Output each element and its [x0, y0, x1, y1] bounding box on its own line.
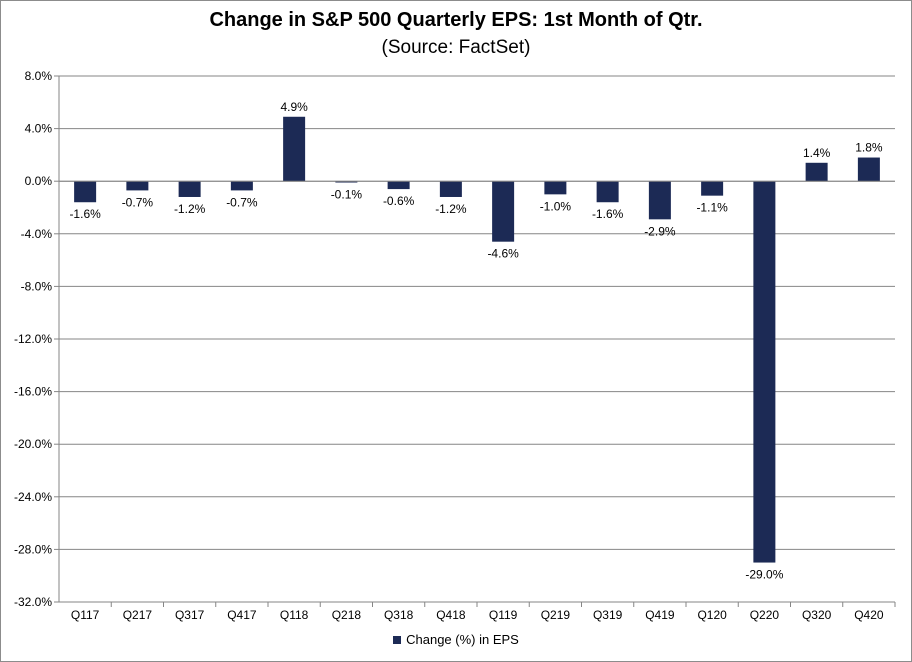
bar: [439, 181, 462, 197]
chart-subtitle: (Source: FactSet): [381, 37, 531, 58]
bar: [74, 181, 97, 203]
legend: Change (%) in EPS: [1, 632, 911, 647]
bar: [492, 181, 515, 242]
data-label: -1.1%: [696, 201, 728, 215]
y-tick-label: -20.0%: [14, 437, 52, 451]
y-tick-label: 8.0%: [25, 69, 53, 83]
data-label: -2.9%: [644, 224, 676, 238]
y-tick-label: -8.0%: [21, 279, 53, 293]
x-tick-label: Q120: [697, 608, 727, 622]
x-tick-label: Q117: [71, 608, 100, 622]
bar: [753, 181, 776, 563]
x-tick-label: Q218: [332, 608, 362, 622]
legend-swatch: [393, 635, 402, 644]
x-tick-label: Q417: [227, 608, 257, 622]
data-label: -0.7%: [122, 195, 154, 209]
bar: [335, 181, 358, 183]
legend-label: Change (%) in EPS: [406, 632, 519, 647]
data-label: -0.6%: [383, 194, 415, 208]
y-tick-label: -12.0%: [14, 332, 52, 346]
y-tick-label: -16.0%: [14, 385, 52, 399]
data-label: -1.6%: [69, 207, 101, 221]
x-tick-label: Q317: [175, 608, 205, 622]
chart-title: Change in S&P 500 Quarterly EPS: 1st Mon…: [209, 9, 703, 31]
y-tick-label: -28.0%: [14, 542, 52, 556]
y-tick-label: 4.0%: [25, 122, 53, 136]
data-label: -4.6%: [487, 247, 519, 261]
data-label: -0.7%: [226, 195, 258, 209]
x-tick-label: Q118: [280, 608, 309, 622]
y-tick-label: -32.0%: [14, 595, 52, 609]
bar: [596, 181, 619, 203]
x-tick-label: Q420: [854, 608, 884, 622]
x-tick-label: Q217: [123, 608, 153, 622]
data-label: 4.9%: [280, 100, 308, 114]
bar: [805, 162, 828, 182]
y-tick-label: 0.0%: [25, 174, 53, 188]
bar: [283, 116, 306, 182]
bar: [387, 181, 410, 190]
x-tick-label: Q220: [750, 608, 780, 622]
x-tick-label: Q418: [436, 608, 466, 622]
bar: [701, 181, 724, 196]
bar: [857, 157, 880, 182]
bar: [178, 181, 201, 197]
bar: [544, 181, 567, 195]
y-tick-label: -24.0%: [14, 490, 52, 504]
x-tick-label: Q219: [541, 608, 571, 622]
data-label: -1.6%: [592, 207, 624, 221]
x-tick-label: Q419: [645, 608, 675, 622]
data-label: -1.0%: [540, 199, 572, 213]
data-label: 1.8%: [855, 141, 883, 155]
data-label: -1.2%: [174, 202, 206, 216]
data-label: 1.4%: [803, 146, 831, 160]
bar: [126, 181, 149, 191]
bar: [230, 181, 253, 191]
bar: [648, 181, 671, 220]
y-tick-label: -4.0%: [21, 227, 53, 241]
x-tick-label: Q318: [384, 608, 414, 622]
x-tick-label: Q319: [593, 608, 623, 622]
data-label: -1.2%: [435, 202, 467, 216]
data-label: -29.0%: [745, 568, 783, 582]
data-label: -0.1%: [331, 188, 363, 202]
x-tick-label: Q119: [489, 608, 518, 622]
x-tick-label: Q320: [802, 608, 832, 622]
